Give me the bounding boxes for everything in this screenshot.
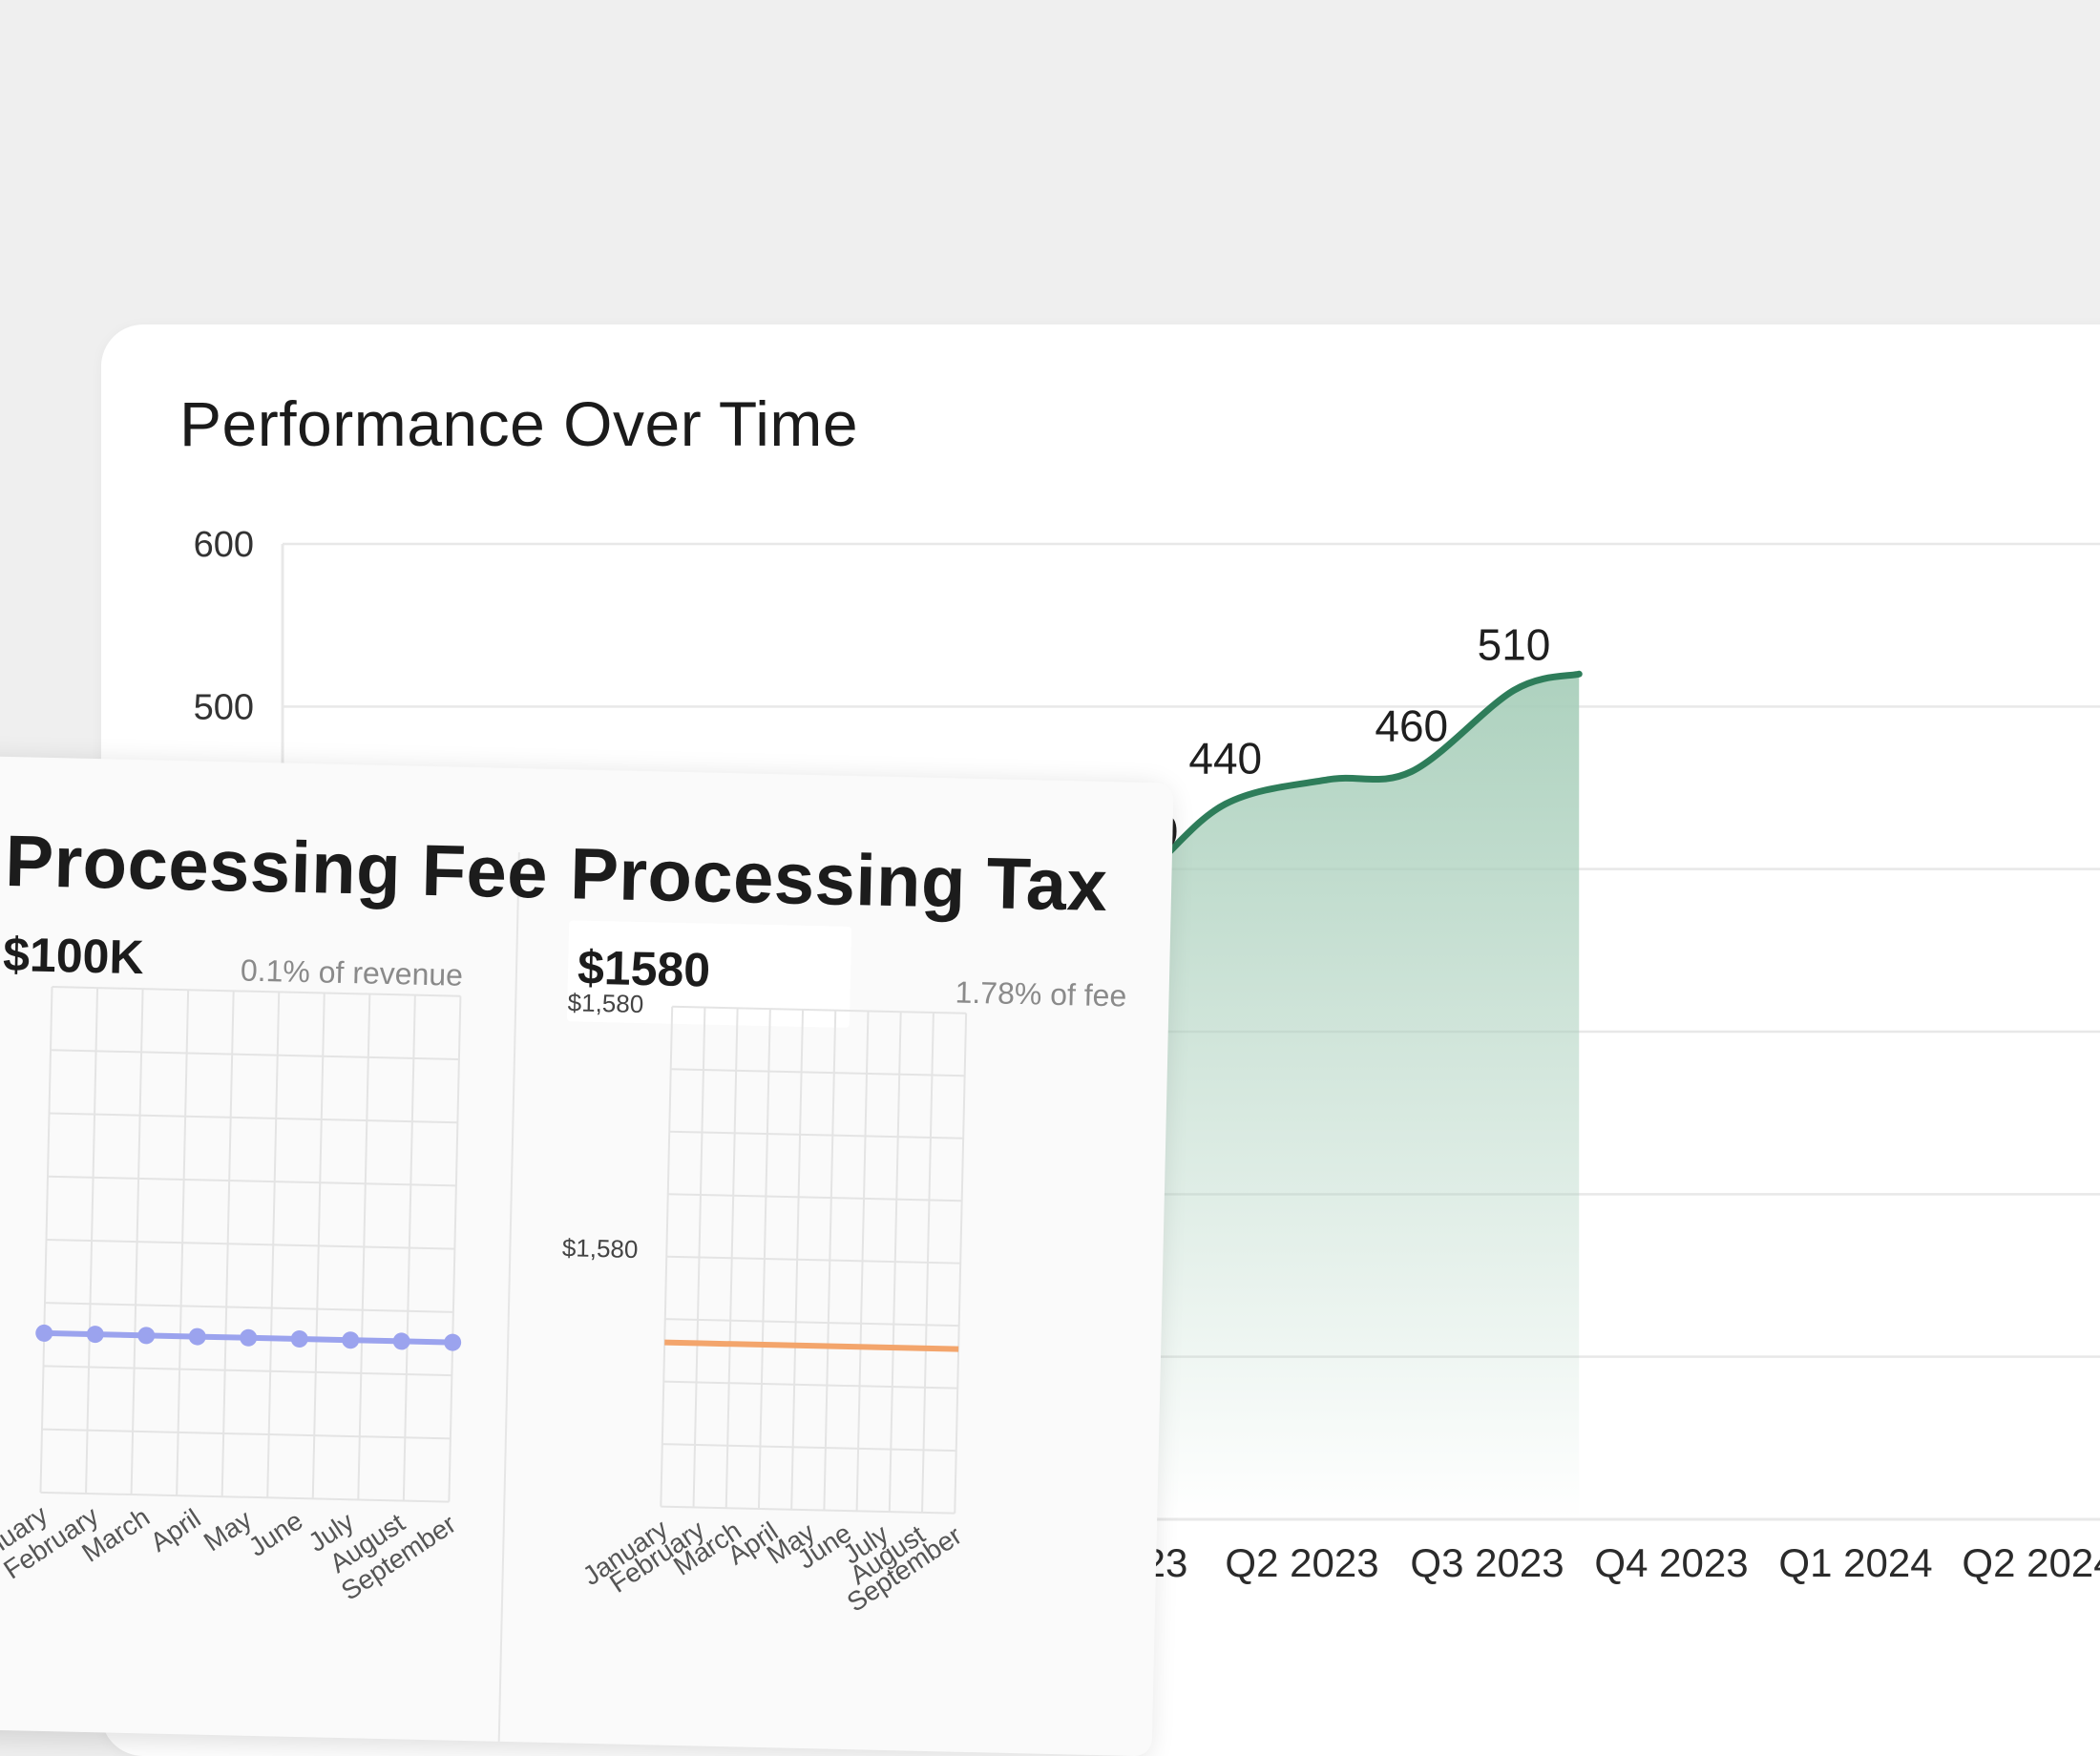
x-tick-label: Q2 2023	[1225, 1540, 1378, 1585]
mini-grid-h	[662, 1443, 956, 1453]
x-tick-label: Q3 2023	[1410, 1540, 1564, 1585]
processing-fee-chart: JanuaryFebruaryMarchAprilMayJuneJulyAugu…	[0, 986, 462, 1606]
mini-grid-h	[663, 1380, 958, 1390]
processing-card: Processing Fee $100K 0.1% of revenue Jan…	[0, 754, 1174, 1756]
mini-marker	[444, 1333, 462, 1351]
y-tick-label: 500	[194, 687, 254, 727]
mini-grid-h	[670, 1068, 965, 1077]
mini-grid-h	[41, 1428, 451, 1440]
mini-x-tick-label: April	[145, 1503, 206, 1557]
mini-marker	[240, 1328, 258, 1347]
mini-grid-h	[44, 1302, 453, 1313]
mini-grid-h	[40, 1491, 450, 1503]
y-tick-label: 600	[194, 525, 254, 565]
mini-grid-h	[43, 1365, 452, 1377]
mini-series-line	[664, 1339, 959, 1352]
mini-grid-h	[46, 1238, 455, 1250]
mini-marker	[342, 1331, 360, 1349]
mini-grid-h	[666, 1255, 961, 1265]
mini-grid-h	[49, 1112, 458, 1124]
mini-marker	[137, 1327, 156, 1345]
data-label: 460	[1375, 700, 1448, 750]
mini-grid-h	[664, 1318, 959, 1327]
x-tick-label: Q2 2024	[1962, 1540, 2100, 1585]
mini-grid-h	[47, 1175, 456, 1187]
data-label: 510	[1478, 619, 1551, 669]
mini-grid-h	[672, 1005, 967, 1014]
mini-grid-h	[669, 1130, 964, 1139]
mini-y-tick-label: $1,580	[562, 1233, 639, 1264]
mini-marker	[188, 1327, 206, 1346]
mini-marker	[35, 1324, 53, 1342]
mini-grid-h	[667, 1193, 962, 1202]
x-tick-label: Q1 2024	[1778, 1540, 1932, 1585]
performance-title: Performance Over Time	[179, 388, 859, 459]
x-tick-label: Q4 2023	[1594, 1540, 1748, 1585]
processing-tax-chart: $1,580$1,580JanuaryFebruaryMarchAprilMay…	[562, 988, 968, 1618]
mini-x-tick-label: May	[199, 1504, 257, 1557]
mini-grid-h	[50, 1049, 459, 1060]
mini-y-tick-label: $1,580	[567, 988, 643, 1018]
mini-marker	[86, 1326, 104, 1344]
mini-marker	[392, 1332, 410, 1350]
mini-marker	[290, 1329, 308, 1348]
mini-grid-h	[661, 1505, 956, 1515]
data-label: 440	[1188, 734, 1262, 784]
mini-grid-h	[52, 986, 461, 997]
mini-x-tick-label: June	[243, 1505, 308, 1561]
